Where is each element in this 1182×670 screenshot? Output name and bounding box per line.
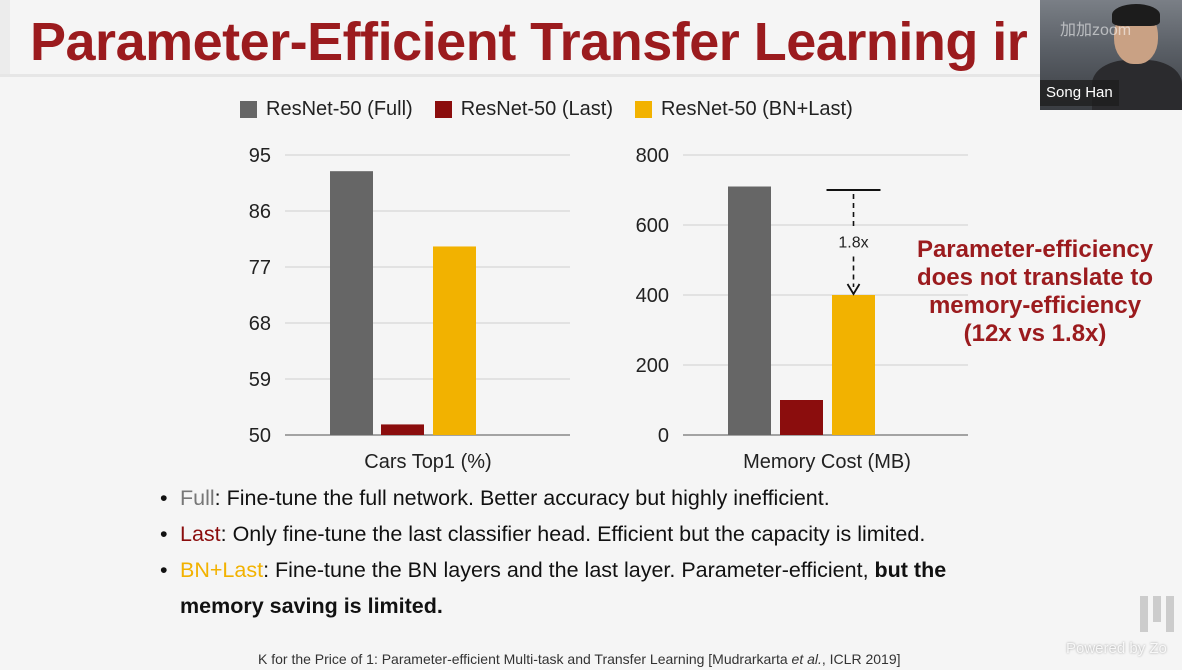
speaker-hair bbox=[1112, 4, 1160, 26]
powered-by-watermark: Powered by Zo bbox=[1066, 640, 1167, 657]
callout-line: memory-efficiency bbox=[928, 292, 1142, 319]
y-tick-label-accuracy: 77 bbox=[249, 257, 271, 279]
bullet-keyword-bn-last: BN+Last bbox=[180, 558, 264, 582]
bullet-text-last: : Only fine-tune the last classifier hea… bbox=[220, 522, 926, 546]
bullet-text-full: : Fine-tune the full network. Better acc… bbox=[214, 486, 830, 510]
bar-full-memory bbox=[728, 186, 771, 435]
x-axis-title-memory: Memory Cost (MB) bbox=[743, 451, 911, 473]
webcam-name-label: Song Han bbox=[1040, 80, 1119, 106]
x-axis-title-accuracy: Cars Top1 (%) bbox=[364, 451, 491, 473]
legend-swatch-full bbox=[240, 100, 257, 118]
bullet-bold-bn-last: but the bbox=[874, 558, 947, 582]
bullet-list: • Full: Fine-tune the full network. Bett… bbox=[160, 480, 1150, 624]
citation-suffix: , ICLR 2019] bbox=[821, 651, 901, 667]
bullet-last: • Last: Only fine-tune the last classifi… bbox=[160, 516, 1150, 552]
chart-legend: ResNet-50 (Full) ResNet-50 (Last) ResNet… bbox=[240, 96, 875, 122]
annotation-arrowhead bbox=[846, 283, 861, 296]
legend-label-full: ResNet-50 (Full) bbox=[266, 97, 413, 120]
bullet-glyph: • bbox=[160, 486, 168, 510]
legend-label-last: ResNet-50 (Last) bbox=[460, 97, 613, 120]
legend-swatch-last bbox=[434, 100, 452, 118]
y-tick-label-accuracy: 59 bbox=[249, 369, 271, 391]
y-tick-label-accuracy: 50 bbox=[249, 425, 271, 447]
y-tick-label-memory: 400 bbox=[636, 285, 669, 307]
y-tick-label-accuracy: 95 bbox=[249, 145, 271, 167]
bullet-keyword-last: Last bbox=[180, 522, 221, 546]
citation-prefix: K for the Price of 1: Parameter-efficien… bbox=[258, 651, 792, 667]
bullet-bn-last: • BN+Last: Fine-tune the BN layers and t… bbox=[160, 552, 1150, 588]
y-tick-label-memory: 200 bbox=[636, 355, 669, 377]
legend-item-full: ResNet-50 (Full) bbox=[240, 98, 413, 121]
bar-full-accuracy bbox=[330, 171, 373, 435]
title-divider bbox=[0, 74, 1040, 77]
bullet-keyword-full: Full bbox=[180, 486, 215, 510]
mit-logo-watermark bbox=[1140, 596, 1182, 632]
bar-bn-last-memory bbox=[832, 295, 875, 435]
annotation-label: 1.8x bbox=[838, 235, 868, 252]
bar-last-accuracy bbox=[381, 424, 424, 435]
slide-title: Parameter-Efficient Transfer Learning ir bbox=[30, 12, 1028, 72]
bullet-bold-continuation: memory saving is limited. bbox=[180, 594, 443, 618]
y-tick-label-memory: 800 bbox=[636, 145, 669, 167]
bar-last-memory bbox=[780, 400, 823, 435]
legend-label-bn-last: ResNet-50 (BN+Last) bbox=[660, 97, 853, 120]
webcam-video[interactable]: 加加zoom Song Han bbox=[1040, 0, 1182, 110]
legend-item-bn-last: ResNet-50 (BN+Last) bbox=[634, 97, 853, 121]
y-tick-label-accuracy: 86 bbox=[249, 201, 271, 223]
bullet-continuation: memory saving is limited. bbox=[160, 588, 1150, 624]
left-accent bbox=[0, 0, 10, 76]
callout-line: does not translate to bbox=[916, 264, 1154, 291]
legend-swatch-bn-last bbox=[634, 100, 652, 118]
y-tick-label-accuracy: 68 bbox=[249, 313, 271, 335]
bullet-text-bn-last: : Fine-tune the BN layers and the last l… bbox=[263, 558, 875, 582]
bullet-glyph: • bbox=[160, 558, 168, 582]
webcam-overlay-text: 加加zoom bbox=[1060, 22, 1132, 39]
callout-text: Parameter-efficiency does not translate … bbox=[900, 236, 1170, 348]
y-tick-label-memory: 600 bbox=[636, 215, 669, 237]
callout-line: Parameter-efficiency bbox=[916, 236, 1154, 263]
bullet-glyph: • bbox=[160, 522, 168, 546]
citation-etal: et al. bbox=[791, 651, 822, 667]
y-tick-label-memory: 0 bbox=[658, 425, 669, 447]
bullet-full: • Full: Fine-tune the full network. Bett… bbox=[160, 480, 1150, 516]
legend-item-last: ResNet-50 (Last) bbox=[434, 97, 613, 121]
bar-bn-last-accuracy bbox=[433, 246, 476, 435]
citation: K for the Price of 1: Parameter-efficien… bbox=[258, 651, 901, 667]
callout-line: (12x vs 1.8x) bbox=[963, 320, 1107, 347]
